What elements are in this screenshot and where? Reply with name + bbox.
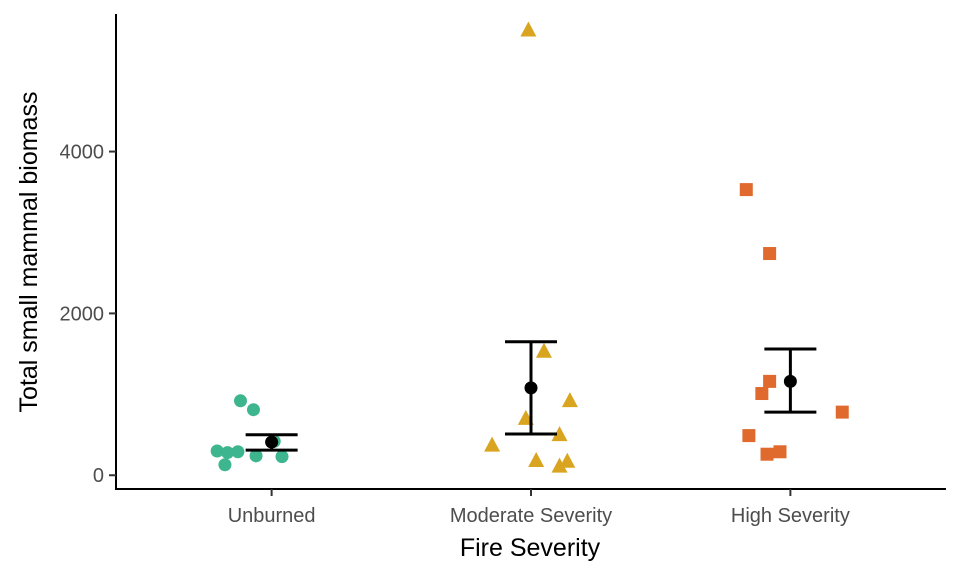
data-point (246, 403, 260, 417)
data-point (249, 449, 263, 463)
data-point (551, 457, 568, 473)
data-point (763, 247, 777, 261)
data-point (528, 451, 545, 467)
data-point (221, 446, 235, 460)
data-point (561, 392, 578, 408)
data-point (218, 458, 232, 472)
data-point (275, 450, 289, 464)
data-point (234, 394, 247, 408)
data-point (835, 405, 849, 419)
x-tick-label: Unburned (228, 505, 316, 527)
data-point (484, 436, 501, 452)
y-tick-label: 0 (93, 465, 104, 487)
data-point (231, 445, 245, 459)
x-axis-title: Fire Severity (460, 534, 601, 562)
data-point (773, 445, 787, 459)
x-tick-label: Moderate Severity (450, 505, 612, 527)
mean-point (783, 374, 797, 388)
x-ticks: Unburned Moderate Severity High Severity (228, 489, 850, 527)
data-point (742, 429, 756, 443)
x-tick-label: High Severity (731, 505, 850, 527)
mean-point (265, 435, 279, 449)
data-point (559, 452, 576, 468)
data-point (760, 447, 774, 461)
y-ticks: 0 2000 4000 (60, 142, 116, 487)
data-point (739, 183, 753, 197)
data-point (551, 426, 568, 442)
data-point (210, 444, 224, 458)
y-tick-label: 2000 (60, 303, 105, 325)
data-point (763, 374, 777, 388)
data-point (535, 342, 552, 358)
y-tick-label: 4000 (60, 142, 105, 164)
data-point (520, 21, 537, 37)
y-axis-title: Total small mammal biomass (15, 92, 43, 413)
data-point (755, 387, 769, 401)
mean-point (524, 381, 538, 395)
summary-stats (245, 340, 817, 452)
